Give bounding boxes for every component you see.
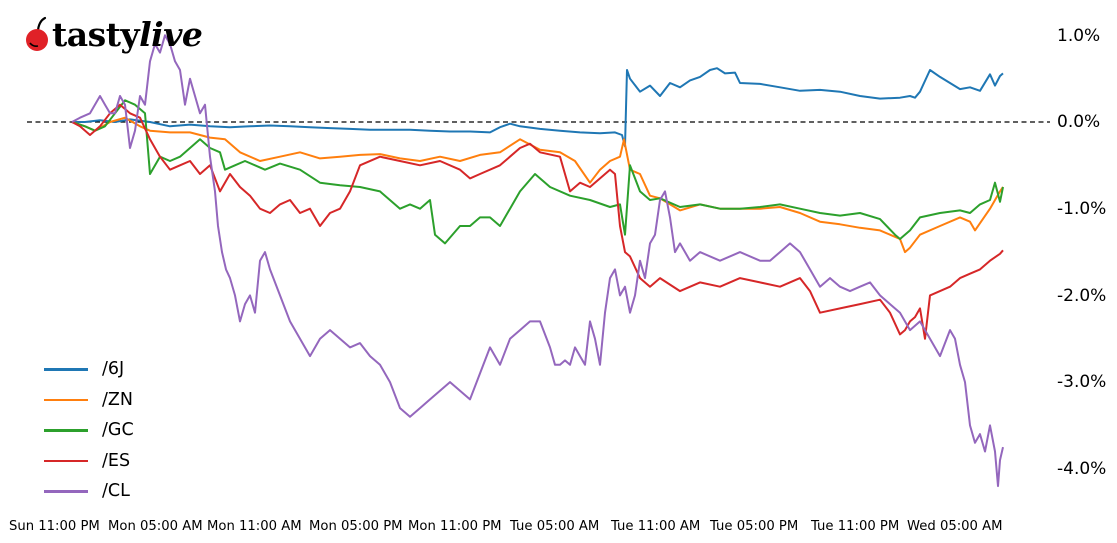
x-tick-label: Wed 05:00 AM [907,519,1003,534]
x-tick-label: Mon 05:00 AM [108,519,203,534]
legend-label: /CL [102,481,130,502]
x-tick-label: Tue 11:00 PM [811,519,900,534]
legend-swatch-cl [44,490,88,493]
series-layer [71,34,1004,488]
tastylive-logo: tastylive [22,12,203,56]
legend-label: /ZN [102,389,133,410]
x-tick-label: Mon 11:00 AM [207,519,302,534]
cherry-icon [26,16,48,51]
y-tick-label: -3.0% [1057,372,1107,392]
legend-label: /ES [102,450,131,471]
legend-item-es: /ES [44,446,134,477]
legend-swatch-es [44,459,88,462]
legend-label: /6J [102,359,125,380]
y-tick-label: 1.0% [1057,26,1101,46]
logo-text-live: live [139,14,203,54]
series-line-zn [71,116,1004,254]
legend: /6J /ZN /GC /ES /CL [44,354,134,507]
series-line-cl [71,34,1004,488]
legend-item-cl: /CL [44,476,134,507]
x-tick-label: Tue 11:00 AM [611,519,701,534]
legend-swatch-gc [44,429,88,432]
series-line-gc [71,99,1004,245]
series-line-6j [72,67,1004,148]
y-tick-label: 0.0% [1057,112,1101,132]
legend-item-6j: /6J [44,354,134,385]
x-tick-label: Mon 11:00 PM [408,519,502,534]
legend-swatch-6j [44,368,88,371]
legend-item-gc: /GC [44,415,134,446]
y-tick-label: -2.0% [1057,286,1107,306]
x-tick-label: Sun 11:00 PM [9,519,100,534]
legend-label: /GC [102,420,134,441]
legend-swatch-zn [44,398,88,401]
series-line-es [71,103,1004,340]
legend-item-zn: /ZN [44,385,134,416]
x-tick-label: Tue 05:00 AM [510,519,600,534]
x-tick-label: Mon 05:00 PM [309,519,403,534]
logo-text-tasty: tasty [52,14,140,54]
logo-wordmark: tastylive [52,14,203,54]
y-tick-label: -4.0% [1057,459,1107,479]
x-tick-label: Tue 05:00 PM [710,519,799,534]
y-tick-label: -1.0% [1057,199,1107,219]
